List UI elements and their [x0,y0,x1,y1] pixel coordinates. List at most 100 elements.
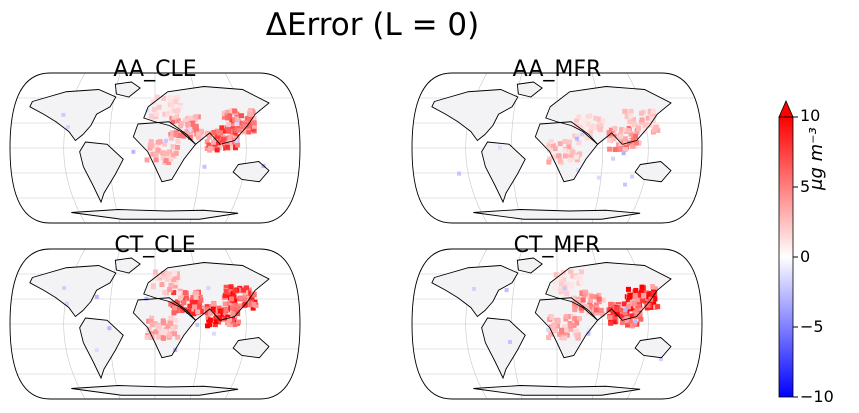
data-cell [574,136,579,141]
data-cell [626,294,632,300]
data-cell [622,310,628,316]
colorbar-tick-label: −5 [800,317,824,336]
data-cell [589,309,595,315]
panel-title-aa-mfr: AA_MFR [512,57,602,82]
graticule-meridian [465,249,488,399]
map-panel-ct-mfr [411,248,703,400]
data-cell [238,295,244,301]
data-cell [636,140,642,146]
data-cell [649,115,655,121]
data-cell [557,141,563,147]
data-cell [593,307,599,313]
data-cell [650,290,656,296]
data-cell [94,294,99,299]
coastline-africa [534,297,599,359]
data-cell [152,321,158,327]
data-cell [585,121,591,127]
colorbar-tick-label: 0 [800,247,811,266]
data-cell [553,272,559,278]
data-cell [625,297,631,303]
data-cell [564,291,570,297]
data-cell [175,108,181,114]
data-cell [172,305,178,311]
coastline-northAmerica [431,89,519,142]
data-cell [567,323,573,329]
data-cell [177,290,183,296]
data-cell [163,138,168,143]
data-cell [249,295,255,301]
data-cell [198,309,204,315]
coastline-australia [232,161,270,183]
data-cell [154,94,160,100]
data-cell [557,158,563,164]
data-cell [239,113,245,119]
colorbar-gradient [778,116,794,398]
data-cell [246,290,252,296]
map-border [9,72,301,224]
data-cell [574,157,580,163]
data-cell [246,287,252,293]
data-cell [583,124,589,130]
data-cell [208,145,214,151]
data-cell [652,296,658,302]
coastline-northAmerica [29,265,117,318]
data-cell [178,105,184,111]
data-cell [229,118,235,124]
data-cell [634,297,640,303]
data-cell [196,301,202,307]
data-cell [185,123,191,129]
data-cell [552,146,558,152]
graticule-meridian [63,73,86,223]
data-cell [153,157,159,163]
data-cell [636,303,642,309]
data-cell [160,155,166,161]
data-cell [149,322,155,328]
data-cell [144,296,149,301]
data-cell [210,139,216,145]
data-cell [144,334,150,340]
data-cell [650,284,656,290]
data-cell [574,320,580,326]
data-cell [547,156,553,162]
data-cell [623,307,628,312]
data-cell [153,144,159,150]
data-cell [568,326,574,332]
data-cell [153,272,159,278]
data-cell [248,302,254,308]
data-cell [606,134,612,140]
data-cell [578,275,584,281]
data-cell [219,312,225,318]
data-cell [550,143,556,149]
data-cell [546,147,552,153]
data-cell [640,298,646,304]
map-panel-aa-cle [9,72,301,224]
data-cell [584,135,590,141]
data-cell [213,319,219,325]
data-cell [569,147,575,153]
data-cell [651,126,657,132]
data-cell [567,314,573,320]
data-cell [204,323,210,329]
data-cell [162,289,168,295]
data-cell [471,286,476,291]
data-cell [638,292,644,298]
data-cell [607,137,613,143]
data-cell [572,300,578,306]
data-cell [251,292,257,298]
data-cell [629,313,635,319]
data-cell [655,127,661,133]
data-cell [94,348,99,353]
coastline-antarctica [473,385,641,396]
data-cell [225,122,231,128]
data-cell [206,134,212,140]
data-cell [160,318,166,324]
data-cell [228,296,234,302]
data-cell [148,139,154,145]
data-cell [546,159,552,165]
data-cell [577,315,583,321]
data-cell [190,294,196,300]
data-cell [608,127,614,133]
data-cell [242,295,248,301]
data-cell [149,315,155,321]
